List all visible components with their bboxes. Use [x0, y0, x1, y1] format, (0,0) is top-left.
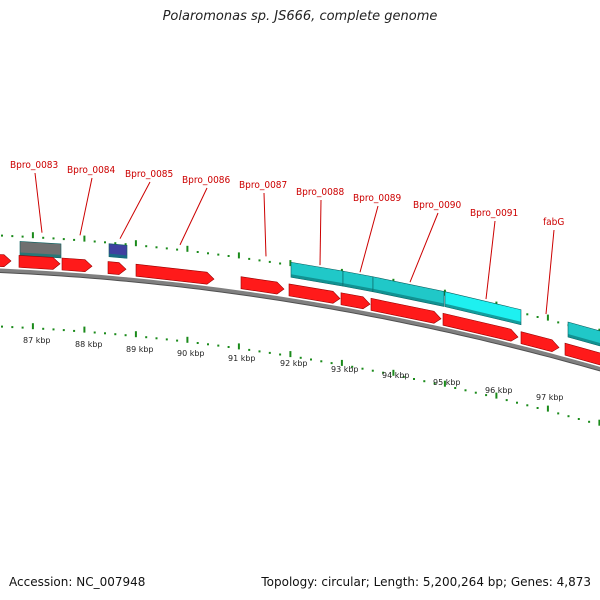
gene-label-leader — [319, 199, 322, 266]
cds-arrow — [240, 276, 285, 295]
scale-label: 94 kbp — [382, 371, 410, 380]
cds-arrow — [18, 255, 61, 270]
inner-tick-track — [1, 323, 600, 426]
scale-label: 89 kbp — [126, 345, 154, 354]
gene-label: Bpro_0084 — [67, 165, 116, 176]
cyan-feature-shade — [343, 283, 373, 292]
map-title: Polaromonas sp. JS666, complete genome — [162, 9, 438, 24]
cds-arrow — [288, 283, 341, 304]
scale-label: 96 kbp — [485, 386, 513, 395]
scale-labels: 87 kbp 88 kbp 89 kbp 90 kbp 91 kbp 92 kbp 93 k… — [23, 336, 564, 402]
gene-label: Bpro_0088 — [296, 187, 345, 198]
gene-label-leaders — [34, 172, 555, 315]
cds-arrow — [0, 254, 12, 268]
cds-arrow — [340, 292, 371, 310]
accession-text: Accession: NC_007948 — [9, 575, 146, 589]
genome-summary-text: Topology: circular; Length: 5,200,264 bp… — [261, 575, 591, 589]
backbone-shadow — [0, 271, 600, 372]
cyan-feature-light-shade — [445, 303, 521, 325]
gene-label-leader — [359, 205, 379, 273]
cds-arrow — [520, 331, 560, 353]
cyan-feature-shade — [568, 334, 600, 346]
misc-feature-shade — [109, 253, 127, 259]
feature-track — [19, 241, 600, 347]
gene-label: Bpro_0091 — [470, 208, 518, 219]
gene-label-leader — [79, 177, 93, 236]
gene-label-leader — [179, 187, 208, 246]
gene-labels: Bpro_0083 Bpro_0084 Bpro_0085 Bpro_0086 Bpro… — [10, 160, 564, 228]
scale-label: 92 kbp — [280, 359, 308, 368]
scale-label: 95 kbp — [433, 378, 461, 387]
gene-label: fabG — [543, 217, 564, 228]
cds-arrow — [107, 261, 127, 275]
gene-label-leader — [263, 192, 267, 257]
scale-label: 91 kbp — [228, 354, 256, 363]
gene-label-leader — [409, 212, 439, 283]
gene-label: Bpro_0085 — [125, 169, 173, 180]
cyan-feature — [567, 321, 600, 347]
cds-arrow — [564, 342, 600, 366]
cyan-feature-shade — [373, 288, 444, 307]
scale-label: 97 kbp — [536, 393, 564, 402]
scale-label: 90 kbp — [177, 349, 205, 358]
scale-label: 88 kbp — [75, 340, 103, 349]
cds-arrow — [370, 297, 442, 324]
gene-label: Bpro_0089 — [353, 193, 402, 204]
gene-label-leader — [485, 220, 496, 300]
backbone-line — [0, 268, 600, 371]
gene-label-leader — [545, 229, 555, 315]
gene-label: Bpro_0087 — [239, 180, 287, 191]
cds-arrow — [61, 257, 93, 273]
cds-arrow — [442, 312, 519, 342]
cds-track — [0, 254, 600, 366]
scale-label: 87 kbp — [23, 336, 51, 345]
backbone-track — [0, 268, 600, 372]
rna-feature-shade — [20, 252, 61, 258]
gene-label: Bpro_0090 — [413, 200, 462, 211]
cyan-feature-shade — [291, 274, 343, 287]
gene-label-leader — [119, 181, 151, 239]
gene-label: Bpro_0083 — [10, 160, 58, 171]
gene-label-leader — [34, 172, 43, 233]
gene-label: Bpro_0086 — [182, 175, 231, 186]
cds-arrow — [135, 263, 215, 285]
scale-label: 93 kbp — [331, 365, 359, 374]
